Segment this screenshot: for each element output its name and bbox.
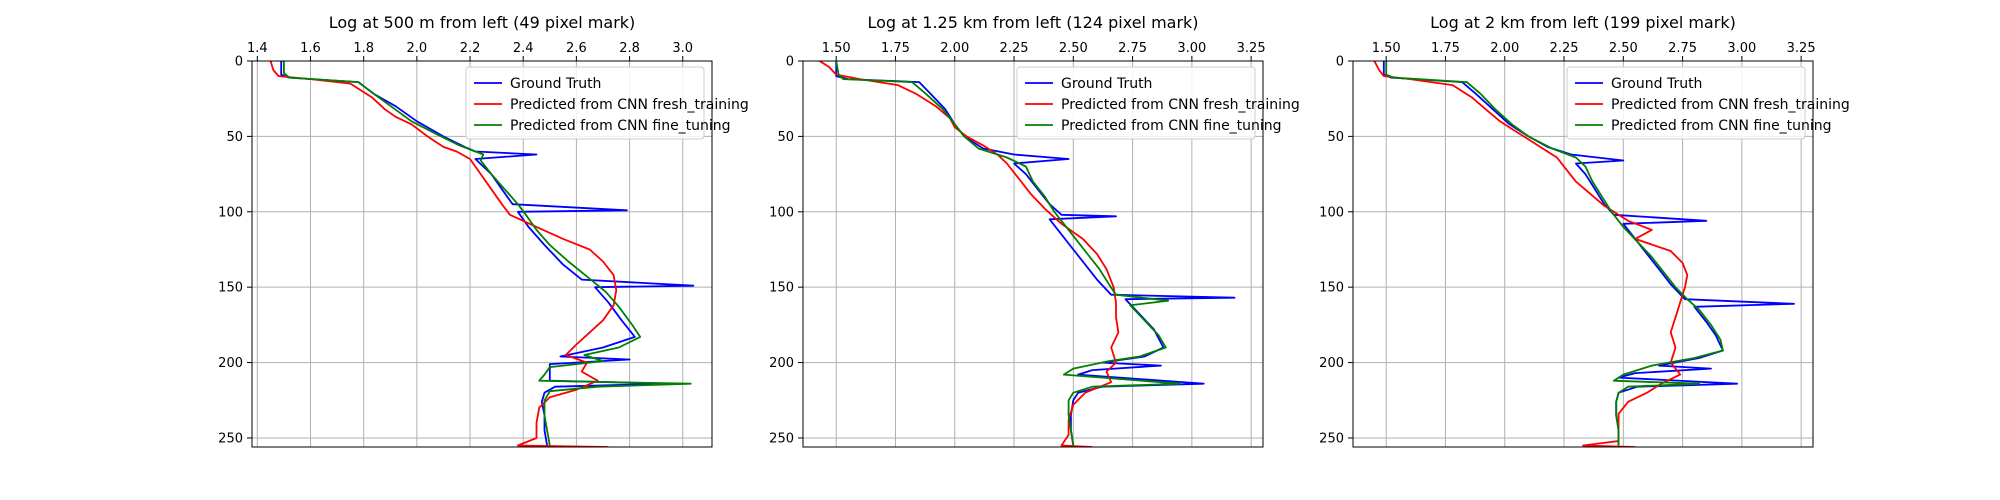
series-line-3 xyxy=(1385,61,1724,446)
y-tick-label: 200 xyxy=(218,356,243,371)
x-tick-label: 2.6 xyxy=(566,41,587,56)
chart-title: Log at 1.25 km from left (124 pixel mark… xyxy=(867,13,1198,32)
chart-panel-1: Log at 500 m from left (49 pixel mark) 1.… xyxy=(218,13,749,448)
x-tick-label: 2.75 xyxy=(1668,41,1697,56)
legend-label: Predicted from CNN fresh_training xyxy=(1611,97,1850,113)
y-tick-label: 50 xyxy=(777,130,794,145)
y-tick-label: 50 xyxy=(1327,130,1344,145)
x-tick-label: 1.50 xyxy=(1372,41,1401,56)
x-tick-label: 2.2 xyxy=(460,41,481,56)
legend: Ground Truth Predicted from CNN fresh_tra… xyxy=(465,66,749,140)
legend-box xyxy=(1016,66,1256,140)
legend-label: Ground Truth xyxy=(1611,76,1702,92)
series-line-3 xyxy=(835,61,1181,446)
x-tick-label: 3.0 xyxy=(672,41,693,56)
x-tick-label: 1.75 xyxy=(1431,41,1460,56)
x-tick-label: 2.4 xyxy=(513,41,534,56)
plot-frame xyxy=(802,60,1264,448)
plot-frame xyxy=(251,60,713,448)
x-tick-label: 3.00 xyxy=(1727,41,1756,56)
y-tick-label: 100 xyxy=(769,205,794,220)
legend-box xyxy=(1566,66,1806,140)
x-tick-label: 2.25 xyxy=(1550,41,1579,56)
y-tick-label: 250 xyxy=(1319,431,1344,446)
x-tick-label: 1.6 xyxy=(300,41,321,56)
x-tick-label: 2.0 xyxy=(407,41,428,56)
y-tick-label: 150 xyxy=(769,281,794,296)
x-tick-label: 2.75 xyxy=(1118,41,1147,56)
x-tick-label: 2.25 xyxy=(1000,41,1029,56)
chart-panel-3: Log at 2 km from left (199 pixel mark) 1.… xyxy=(1319,13,1850,448)
x-tick-label: 1.8 xyxy=(353,41,374,56)
legend-label: Predicted from CNN fine_tuning xyxy=(1061,118,1282,134)
y-tick-label: 100 xyxy=(218,205,243,220)
y-tick-label: 0 xyxy=(1336,55,1344,70)
y-tick-label: 0 xyxy=(786,55,794,70)
y-tick-label: 100 xyxy=(1319,205,1344,220)
x-tick-label: 2.00 xyxy=(940,41,969,56)
legend-label: Ground Truth xyxy=(1061,76,1152,92)
legend-label: Ground Truth xyxy=(510,76,601,92)
x-tick-label: 3.25 xyxy=(1787,41,1816,56)
series-line-3 xyxy=(282,61,692,446)
x-tick-label: 1.4 xyxy=(247,41,268,56)
y-tick-label: 200 xyxy=(1319,356,1344,371)
legend-label: Predicted from CNN fine_tuning xyxy=(1611,118,1832,134)
plot-frame xyxy=(1352,60,1814,448)
legend-label: Predicted from CNN fine_tuning xyxy=(510,118,731,134)
x-tick-label: 3.25 xyxy=(1237,41,1266,56)
x-tick-label: 1.75 xyxy=(881,41,910,56)
legend-label: Predicted from CNN fresh_training xyxy=(1061,97,1300,113)
y-tick-label: 250 xyxy=(218,431,243,446)
chart-title: Log at 2 km from left (199 pixel mark) xyxy=(1430,13,1736,32)
legend-label: Predicted from CNN fresh_training xyxy=(510,97,749,113)
legend: Ground Truth Predicted from CNN fresh_tra… xyxy=(1016,66,1300,140)
chart-panel-2: Log at 1.25 km from left (124 pixel mark… xyxy=(769,13,1300,448)
x-tick-label: 2.8 xyxy=(619,41,640,56)
legend: Ground Truth Predicted from CNN fresh_tra… xyxy=(1566,66,1850,140)
y-tick-label: 200 xyxy=(769,356,794,371)
x-tick-label: 3.00 xyxy=(1177,41,1206,56)
x-tick-label: 2.50 xyxy=(1609,41,1638,56)
y-tick-label: 50 xyxy=(226,130,243,145)
y-tick-label: 150 xyxy=(1319,281,1344,296)
x-tick-label: 2.50 xyxy=(1059,41,1088,56)
series-line-2 xyxy=(819,61,1120,447)
x-tick-label: 2.00 xyxy=(1490,41,1519,56)
y-tick-label: 150 xyxy=(218,281,243,296)
y-tick-label: 250 xyxy=(769,431,794,446)
y-tick-label: 0 xyxy=(235,55,243,70)
x-tick-label: 1.50 xyxy=(822,41,851,56)
chart-title: Log at 500 m from left (49 pixel mark) xyxy=(329,13,636,32)
legend-box xyxy=(465,66,705,140)
